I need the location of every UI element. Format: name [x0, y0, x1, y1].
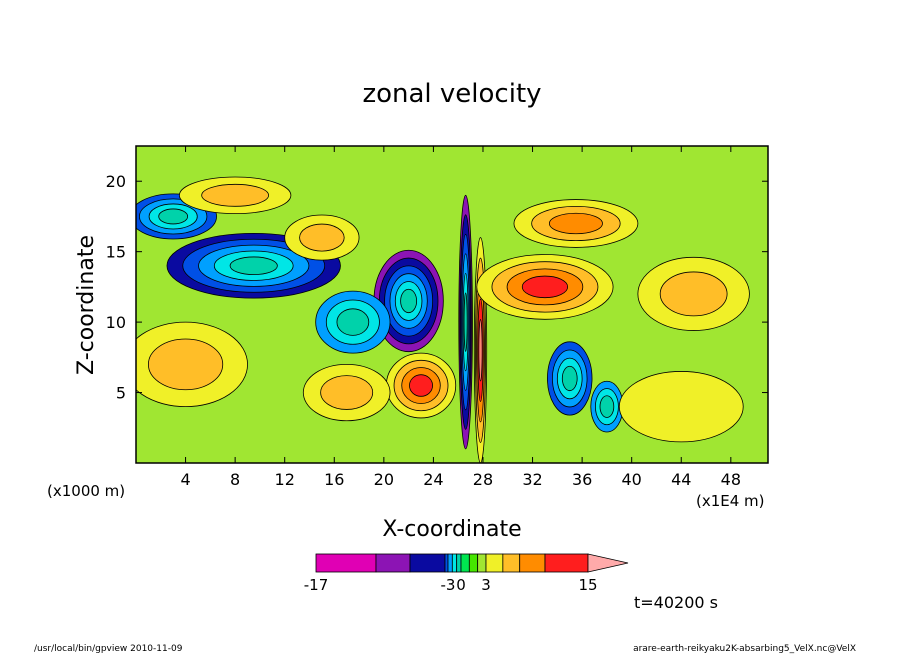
colorbar-segment: [468, 553, 479, 573]
contour-region-13-1: [201, 183, 269, 207]
x-tick-label: 8: [230, 470, 240, 489]
contour-region-11-2: [336, 308, 370, 336]
contour-region-0-4: [229, 256, 278, 275]
colorbar-tick-label: -17: [304, 576, 329, 594]
colorbar-segment: [375, 553, 411, 573]
contour-region-3-3: [561, 365, 578, 392]
colorbar-segment: [447, 553, 453, 573]
contour-region-15-1: [147, 338, 224, 391]
colorbar-segment: [315, 553, 377, 573]
x-tick-label: 48: [721, 470, 741, 489]
colorbar-tick-labels: -17 -3 0 3 15: [304, 576, 598, 594]
y-tick-label: 10: [106, 313, 126, 332]
contour-region-2-5: [400, 288, 418, 314]
colorbar-segment: [456, 553, 462, 573]
x-axis-ticks: 4 8 12 16 20 24 28 32 36 40 44 48: [180, 146, 741, 489]
footer-right: arare-earth-reikyaku2K-absarbing5_VelX.n…: [633, 644, 856, 654]
contour-region-5-5: [463, 292, 468, 352]
y-tick-label: 5: [116, 384, 126, 403]
contour-region-8-3: [521, 275, 569, 299]
contour-region-14-1: [299, 223, 345, 252]
x-axis-label: X-coordinate: [382, 517, 521, 542]
colorbar-tick-label: 3: [481, 576, 491, 594]
colorbar-segment: [477, 553, 487, 573]
colorbar-segment: [409, 553, 446, 573]
colorbar-segment: [444, 553, 449, 573]
colorbar-tick-label: 0: [456, 576, 466, 594]
contour-region-6-4: [478, 319, 483, 382]
contour-region-4-2: [599, 395, 615, 418]
colorbar-arrow: [587, 553, 629, 573]
x-tick-label: 36: [572, 470, 592, 489]
colorbar-segment: [485, 553, 504, 573]
colorbar-segment: [544, 553, 589, 573]
contour-region-10-1: [659, 271, 728, 317]
y-axis-ticks: 5 10 15 20: [106, 172, 768, 403]
contour-region-12-1: [320, 375, 374, 410]
velocity-field: [136, 146, 768, 463]
y-tick-label: 15: [106, 243, 126, 262]
colorbar-segment: [519, 553, 546, 573]
x-tick-label: 12: [275, 470, 295, 489]
footer-left: /usr/local/bin/gpview 2010-11-09: [34, 644, 183, 654]
chart-title: zonal velocity: [362, 79, 541, 109]
x-tick-label: 24: [423, 470, 443, 489]
x-tick-label: 4: [180, 470, 190, 489]
x-tick-label: 40: [622, 470, 642, 489]
y-axis-label: Z-coordinate: [74, 235, 99, 375]
x-unit-right: (x1E4 m): [696, 492, 765, 510]
x-tick-label: 28: [473, 470, 493, 489]
colorbar-tick-label: -3: [441, 576, 456, 594]
contour-region-1-3: [158, 208, 189, 225]
y-tick-label: 20: [106, 172, 126, 191]
contour-region-9-2: [548, 212, 603, 235]
contour-region-7-3: [409, 374, 433, 397]
x-tick-label: 44: [671, 470, 691, 489]
colorbar: [315, 553, 629, 573]
time-annotation: t=40200 s: [634, 593, 718, 612]
x-tick-label: 32: [522, 470, 542, 489]
x-unit-left: (x1000 m): [47, 482, 125, 500]
x-tick-label: 20: [374, 470, 394, 489]
colorbar-segment: [451, 553, 458, 573]
x-tick-label: 16: [324, 470, 344, 489]
colorbar-segment: [460, 553, 470, 573]
plot-frame: [135, 145, 769, 464]
contour-region-16-0: [618, 371, 744, 443]
colorbar-tick-label: 15: [578, 576, 597, 594]
colorbar-segment: [502, 553, 521, 573]
